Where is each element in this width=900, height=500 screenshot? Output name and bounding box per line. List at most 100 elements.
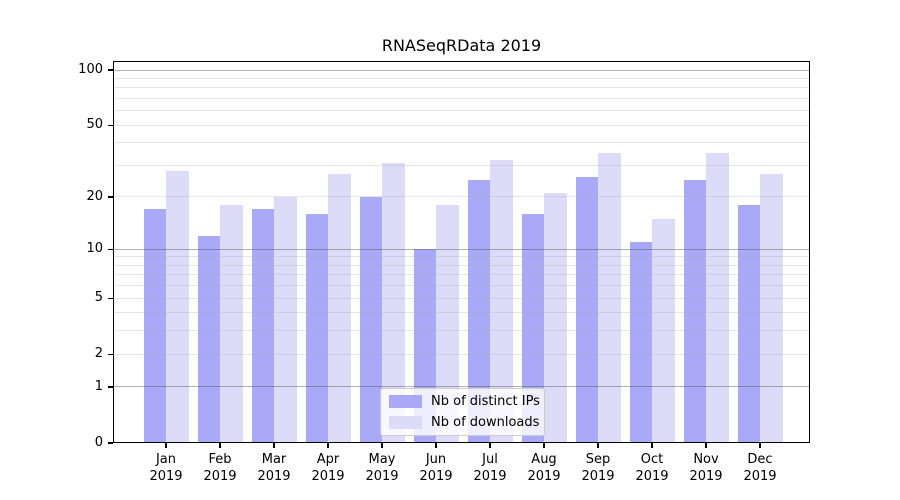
- bar-downloads-sep: [598, 153, 621, 443]
- legend-swatch-distinct-ips: [389, 394, 422, 408]
- minor-gridline-9: [113, 256, 810, 258]
- y-tick-mark-50: [108, 124, 113, 126]
- x-tick-mark-aug: [543, 443, 545, 448]
- y-tick-label-5: 5: [94, 290, 103, 306]
- minor-gridline-40: [113, 142, 810, 144]
- minor-gridline-80: [113, 87, 810, 89]
- x-tick-year: 2019: [257, 469, 291, 484]
- x-tick-month: Sep: [585, 452, 611, 467]
- legend: Nb of distinct IPs Nb of downloads: [380, 388, 545, 436]
- bar-downloads-jan: [166, 170, 189, 443]
- bar-downloads-nov: [706, 153, 729, 443]
- minor-gridline-60: [113, 110, 810, 112]
- major-gridline-1: [113, 386, 810, 388]
- legend-item-distinct-ips: Nb of distinct IPs: [389, 392, 540, 411]
- bar-downloads-jun: [436, 205, 459, 443]
- x-tick-label-nov: Nov 2019: [679, 451, 733, 485]
- minor-gridline-4: [113, 312, 810, 314]
- minor-gridline-90: [113, 77, 810, 79]
- x-tick-mark-nov: [705, 443, 707, 448]
- minor-gridline-50: [113, 124, 810, 126]
- minor-gridline-7: [113, 274, 810, 276]
- x-tick-mark-sep: [597, 443, 599, 448]
- x-tick-year: 2019: [473, 469, 507, 484]
- x-tick-year: 2019: [527, 469, 561, 484]
- minor-gridline-20: [113, 196, 810, 198]
- legend-label-distinct-ips: Nb of distinct IPs: [431, 393, 540, 409]
- y-tick-label-20: 20: [86, 188, 103, 204]
- bar-distinct-ips-jan: [143, 209, 166, 443]
- bar-downloads-aug: [544, 193, 567, 443]
- x-tick-label-jan: Jan 2019: [139, 451, 193, 485]
- x-tick-year: 2019: [689, 469, 723, 484]
- bar-downloads-apr: [328, 173, 351, 443]
- major-gridline-10: [113, 248, 810, 250]
- x-tick-year: 2019: [365, 469, 399, 484]
- x-tick-month: Feb: [208, 452, 232, 467]
- bar-distinct-ips-jul: [467, 179, 490, 443]
- minor-gridline-6: [113, 285, 810, 287]
- minor-gridline-3: [113, 330, 810, 332]
- legend-swatch-downloads: [389, 416, 422, 430]
- x-tick-mark-feb: [219, 443, 221, 448]
- x-tick-year: 2019: [311, 469, 345, 484]
- x-tick-month: Apr: [316, 452, 340, 467]
- y-tick-mark-100: [108, 69, 113, 71]
- x-tick-mark-oct: [651, 443, 653, 448]
- bar-distinct-ips-dec: [737, 205, 760, 443]
- x-tick-month: Oct: [640, 452, 664, 467]
- y-tick-label-2: 2: [94, 346, 103, 362]
- x-tick-label-aug: Aug 2019: [517, 451, 571, 485]
- bar-distinct-ips-sep: [575, 176, 598, 443]
- x-tick-year: 2019: [203, 469, 237, 484]
- y-tick-mark-2: [108, 353, 113, 355]
- x-tick-label-may: May 2019: [355, 451, 409, 485]
- y-tick-label-100: 100: [78, 62, 103, 78]
- bar-distinct-ips-apr: [305, 214, 328, 443]
- x-tick-mark-jan: [165, 443, 167, 448]
- x-tick-month: Nov: [693, 452, 719, 467]
- bar-downloads-feb: [220, 205, 243, 443]
- x-tick-label-jul: Jul 2019: [463, 451, 517, 485]
- y-tick-mark-20: [108, 196, 113, 198]
- minor-gridline-70: [113, 98, 810, 100]
- minor-gridline-30: [113, 165, 810, 166]
- bar-downloads-jul: [490, 160, 513, 443]
- x-tick-mark-jun: [435, 443, 437, 448]
- bar-distinct-ips-nov: [683, 179, 706, 443]
- major-gridline-100: [113, 69, 810, 71]
- bar-distinct-ips-mar: [251, 209, 274, 443]
- y-tick-label-10: 10: [86, 241, 103, 257]
- x-tick-label-sep: Sep 2019: [571, 451, 625, 485]
- legend-label-downloads: Nb of downloads: [431, 415, 540, 431]
- minor-gridline-5: [113, 297, 810, 299]
- x-tick-month: Jan: [155, 452, 177, 467]
- x-tick-month: Jun: [425, 452, 447, 467]
- y-tick-label-1: 1: [94, 378, 103, 394]
- x-tick-label-jun: Jun 2019: [409, 451, 463, 485]
- bar-distinct-ips-feb: [197, 235, 220, 443]
- x-tick-label-apr: Apr 2019: [301, 451, 355, 485]
- x-tick-year: 2019: [743, 469, 777, 484]
- x-tick-mark-mar: [273, 443, 275, 448]
- chart-title: RNASeqRData 2019: [381, 36, 542, 55]
- x-tick-year: 2019: [635, 469, 669, 484]
- bar-downloads-mar: [274, 196, 297, 443]
- y-tick-label-50: 50: [86, 117, 103, 133]
- x-tick-mark-apr: [327, 443, 329, 448]
- x-tick-label-mar: Mar 2019: [247, 451, 301, 485]
- bar-distinct-ips-may: [359, 196, 382, 443]
- bar-downloads-oct: [652, 218, 675, 443]
- x-tick-label-dec: Dec 2019: [733, 451, 787, 485]
- x-tick-label-oct: Oct 2019: [625, 451, 679, 485]
- x-tick-mark-dec: [759, 443, 761, 448]
- plot-area: [113, 61, 810, 443]
- x-tick-month: Aug: [531, 452, 557, 467]
- legend-item-downloads: Nb of downloads: [389, 414, 540, 433]
- bar-downloads-dec: [760, 173, 783, 443]
- y-tick-mark-10: [108, 248, 113, 250]
- x-tick-mark-jul: [489, 443, 491, 448]
- x-tick-month: Jul: [482, 452, 498, 467]
- minor-gridline-2: [113, 353, 810, 355]
